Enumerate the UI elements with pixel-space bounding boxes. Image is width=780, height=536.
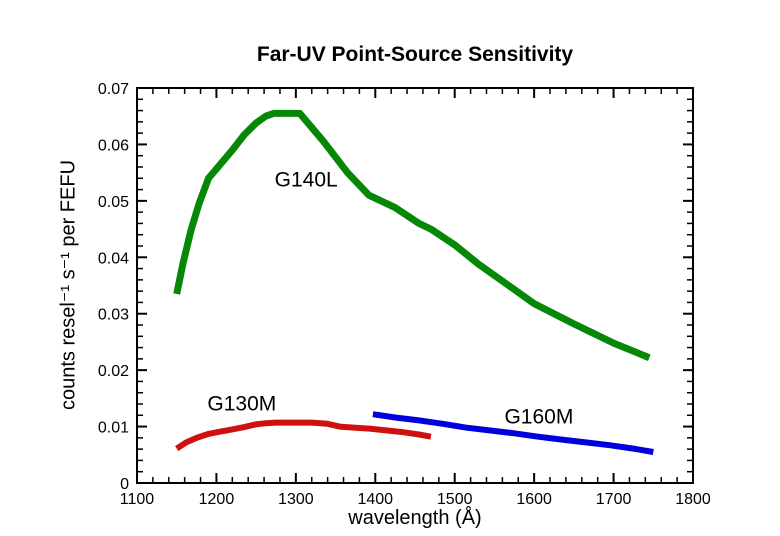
x-tick-label: 1700 bbox=[596, 491, 632, 508]
y-tick-label: 0 bbox=[120, 476, 129, 493]
chart-title: Far-UV Point-Source Sensitivity bbox=[256, 43, 574, 66]
x-tick-label: 1300 bbox=[278, 491, 314, 508]
y-tick-label: 0.02 bbox=[98, 363, 129, 380]
series-line-G140L bbox=[173, 109, 651, 361]
y-tick-label: 0.05 bbox=[98, 194, 129, 211]
series-line-G160M bbox=[372, 411, 654, 455]
x-axis-label: wavelength (Å) bbox=[348, 507, 482, 529]
x-tick-label: 1800 bbox=[675, 491, 711, 508]
series-line-G130M bbox=[175, 419, 432, 452]
series-label-G130M: G130M bbox=[207, 392, 276, 415]
y-tick-label: 0.07 bbox=[98, 81, 129, 98]
y-tick-label: 0.06 bbox=[98, 137, 129, 154]
x-tick-label: 1200 bbox=[199, 491, 235, 508]
x-tick-label: 1600 bbox=[516, 491, 552, 508]
y-tick-label: 0.01 bbox=[98, 420, 129, 437]
x-tick-label: 1100 bbox=[120, 491, 155, 508]
series-label-G160M: G160M bbox=[504, 405, 573, 428]
plot-frame bbox=[136, 87, 694, 484]
y-tick-label: 0.04 bbox=[98, 250, 129, 267]
y-axis-label: counts resel⁻¹ s⁻¹ per FEFU bbox=[57, 159, 80, 411]
y-tick-label: 0.03 bbox=[98, 307, 129, 324]
x-tick-label: 1400 bbox=[357, 491, 393, 508]
x-tick-label: 1500 bbox=[437, 491, 473, 508]
series-label-G140L: G140L bbox=[275, 168, 338, 191]
